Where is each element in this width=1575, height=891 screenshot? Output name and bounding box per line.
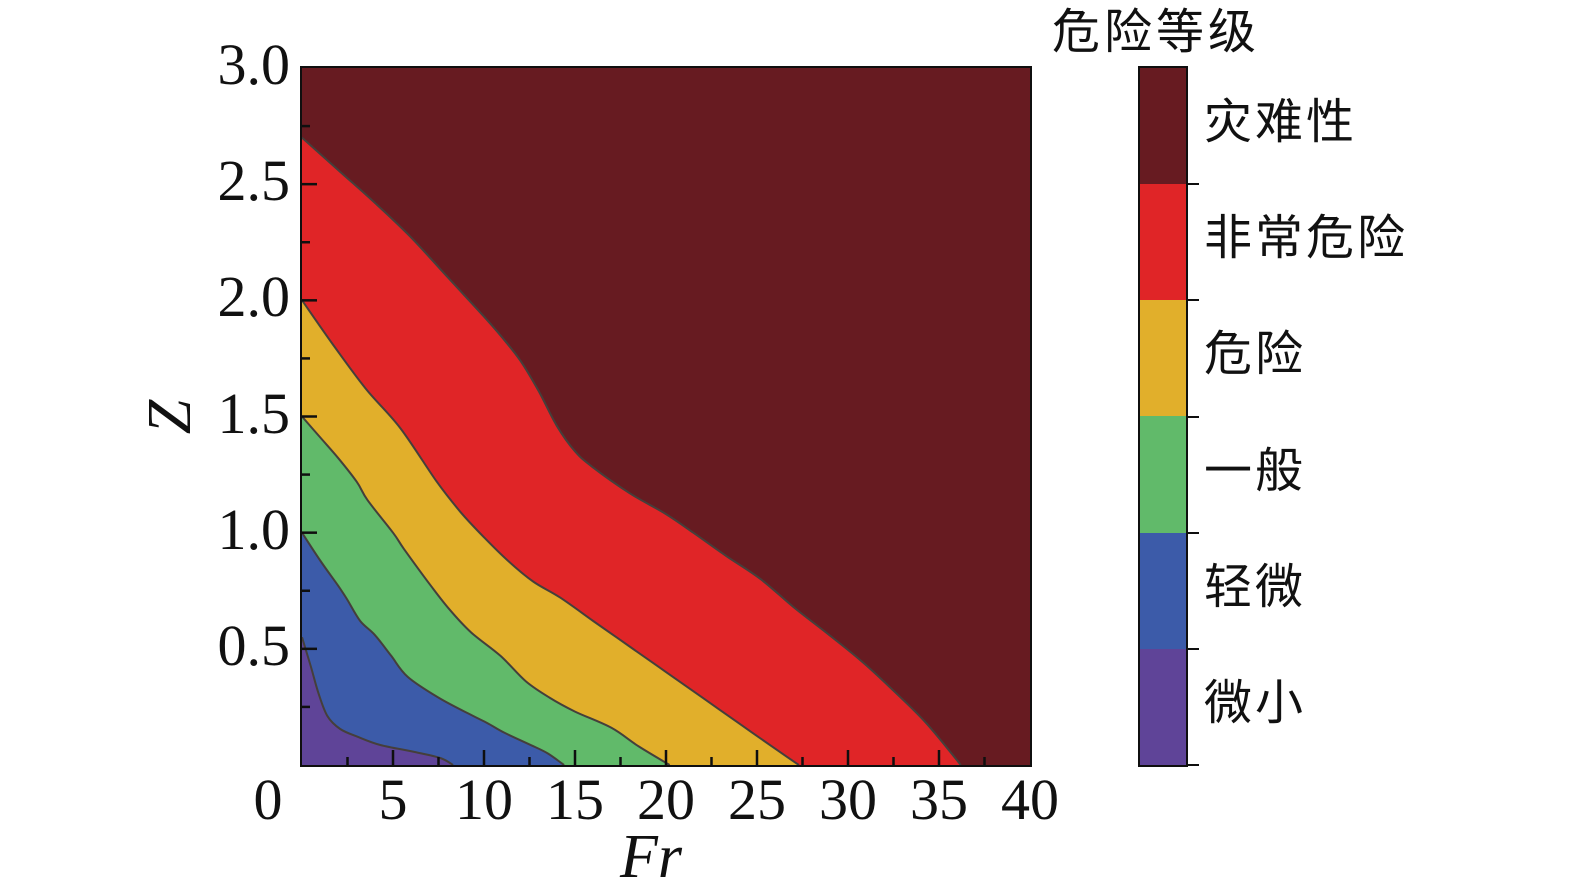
legend-label-灾难性: 灾难性	[1204, 96, 1358, 150]
contour-plot	[300, 66, 1032, 767]
legend-label-轻微: 轻微	[1204, 560, 1307, 614]
contour-line	[302, 299, 800, 765]
contour-line	[302, 136, 962, 765]
y-tick-label-1.5: 1.5	[217, 380, 291, 446]
region-微小	[302, 637, 454, 765]
colorbar	[1138, 66, 1188, 767]
colorbar-segment-灾难性	[1140, 68, 1186, 185]
colorbar-segment-非常危险	[1140, 184, 1186, 301]
y-tick-label-2.0: 2.0	[217, 264, 291, 330]
y-tick-label-3.0: 3.0	[217, 32, 291, 97]
x-tick-label-20: 20	[637, 767, 695, 832]
contour-line	[302, 532, 565, 765]
y-tick-label-0.5: 0.5	[217, 612, 291, 678]
y-axis-title: Z	[136, 399, 204, 435]
colorbar-segment-微小	[1140, 648, 1186, 765]
y-tick-label-1.0: 1.0	[217, 496, 291, 562]
x-axis-title: Fr	[620, 823, 682, 891]
colorbar-segment-一般	[1140, 416, 1186, 533]
colorbar-segment-轻微	[1140, 532, 1186, 649]
x-tick-label-10: 10	[455, 767, 513, 832]
y-tick-label-2.5: 2.5	[217, 148, 291, 214]
colorbar-tick	[1188, 183, 1199, 186]
legend-label-危险: 危险	[1204, 328, 1307, 382]
colorbar-tick	[1188, 415, 1199, 418]
legend-label-一般: 一般	[1204, 444, 1307, 498]
x-tick-label-25: 25	[728, 767, 786, 832]
contour-line	[302, 415, 671, 765]
x-tick-label-35: 35	[910, 767, 968, 832]
colorbar-tick	[1188, 647, 1199, 650]
x-tick-label-30: 30	[819, 767, 877, 832]
legend-title: 危险等级	[1052, 6, 1261, 59]
colorbar-tick	[1188, 764, 1199, 766]
x-tick-label-40: 40	[1001, 767, 1059, 832]
region-轻微	[302, 532, 565, 765]
contour-canvas	[302, 68, 1030, 765]
contour-line	[302, 636, 454, 765]
colorbar-segment-危险	[1140, 300, 1186, 417]
x-tick-label-5: 5	[378, 767, 408, 832]
legend-label-微小: 微小	[1204, 676, 1307, 730]
colorbar-tick	[1188, 299, 1199, 302]
legend-label-非常危险: 非常危险	[1204, 212, 1409, 266]
x-tick-label-15: 15	[546, 767, 604, 832]
colorbar-tick	[1188, 531, 1199, 534]
x-tick-label-0: 0	[253, 767, 283, 832]
